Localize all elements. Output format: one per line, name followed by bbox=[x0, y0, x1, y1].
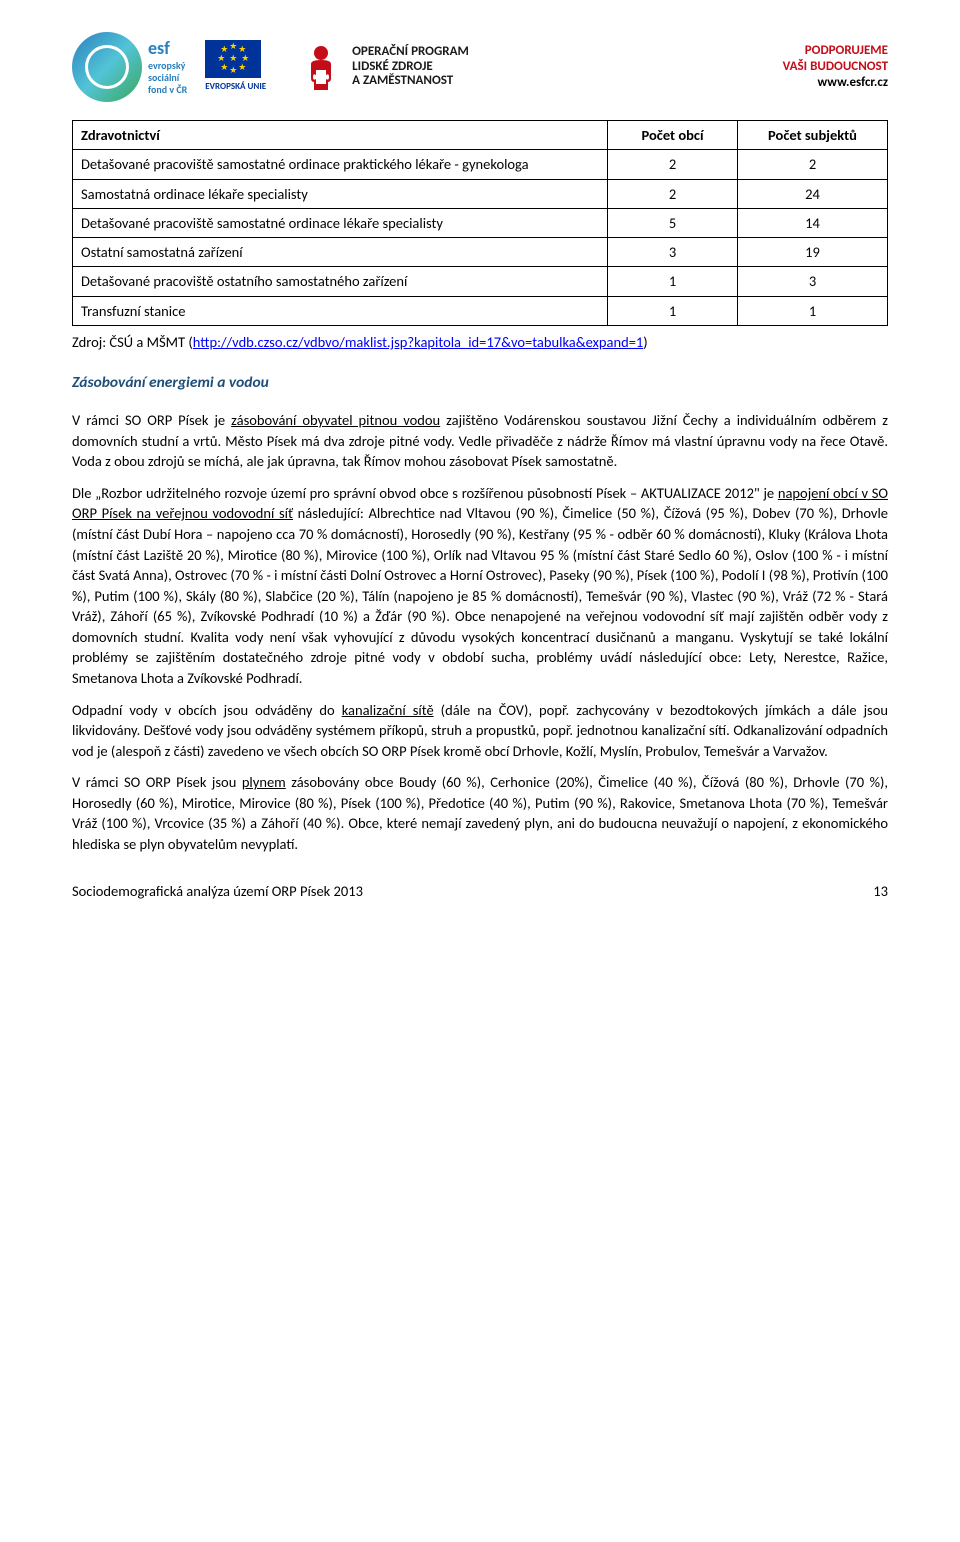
esf-line-2: sociální bbox=[148, 72, 187, 84]
cell: Transfuzní stanice bbox=[73, 296, 608, 325]
cell: 5 bbox=[608, 208, 738, 237]
p2-text-b: následující: Albrechtice nad Vltavou (90… bbox=[72, 504, 888, 687]
cell: 1 bbox=[608, 296, 738, 325]
cell: 1 bbox=[608, 267, 738, 296]
cell: 1 bbox=[738, 296, 888, 325]
cell: Detašované pracoviště samostatné ordinac… bbox=[73, 150, 608, 179]
paragraph-3: Odpadní vody v obcích jsou odváděny do k… bbox=[72, 700, 888, 762]
col-header-0: Zdravotnictví bbox=[73, 121, 608, 150]
table-row: Detašované pracoviště samostatné ordinac… bbox=[73, 150, 888, 179]
cell: 3 bbox=[738, 267, 888, 296]
footer-page-number: 13 bbox=[873, 881, 888, 901]
cell: Detašované pracoviště samostatné ordinac… bbox=[73, 208, 608, 237]
oplzz-text: OPERAČNÍ PROGRAM LIDSKÉ ZDROJE A ZAMĚSTN… bbox=[352, 45, 469, 90]
table-header-row: Zdravotnictví Počet obcí Počet subjektů bbox=[73, 121, 888, 150]
paragraph-2: Dle „Rozbor udržitelného rozvoje území p… bbox=[72, 483, 888, 689]
oplzz-line-3: A ZAMĚSTNANOST bbox=[352, 74, 469, 89]
p3-text-a: Odpadní vody v obcích jsou odváděny do bbox=[72, 701, 342, 719]
esf-line-1: evropský bbox=[148, 60, 187, 72]
footer-title: Sociodemografická analýza území ORP Píse… bbox=[72, 881, 363, 901]
p4-underline: plynem bbox=[242, 773, 286, 791]
table-row: Detašované pracoviště ostatního samostat… bbox=[73, 267, 888, 296]
table-row: Transfuzní stanice 1 1 bbox=[73, 296, 888, 325]
cell: 3 bbox=[608, 238, 738, 267]
p3-underline: kanalizační sítě bbox=[342, 701, 434, 719]
cell: 2 bbox=[608, 150, 738, 179]
esf-text: esf evropský sociální fond v ČR bbox=[148, 38, 187, 96]
table-row: Ostatní samostatná zařízení 3 19 bbox=[73, 238, 888, 267]
esf-logo-icon bbox=[72, 32, 142, 102]
health-table: Zdravotnictví Počet obcí Počet subjektů … bbox=[72, 120, 888, 326]
support-block: PODPORUJEME VAŠI BUDOUCNOST www.esfcr.cz bbox=[783, 43, 888, 92]
source-prefix: Zdroj: ČSÚ a MŠMT ( bbox=[72, 333, 193, 351]
support-line-1: PODPORUJEME bbox=[783, 43, 888, 59]
section-title-energy-water: Zásobování energiemi a vodou bbox=[72, 372, 888, 394]
col-header-2: Počet subjektů bbox=[738, 121, 888, 150]
p1-underline: zásobování obyvatel pitnou vodou bbox=[231, 411, 440, 429]
p2-text-a: Dle „Rozbor udržitelného rozvoje území p… bbox=[72, 484, 778, 502]
paragraph-4: V rámci SO ORP Písek jsou plynem zásobov… bbox=[72, 772, 888, 854]
table-body: Detašované pracoviště samostatné ordinac… bbox=[73, 150, 888, 326]
table-row: Samostatná ordinace lékaře specialisty 2… bbox=[73, 179, 888, 208]
cell: Detašované pracoviště ostatního samostat… bbox=[73, 267, 608, 296]
cell: Samostatná ordinace lékaře specialisty bbox=[73, 179, 608, 208]
eu-logo-block: EVROPSKÁ UNIE bbox=[205, 40, 266, 94]
table-row: Detašované pracoviště samostatné ordinac… bbox=[73, 208, 888, 237]
cell: 14 bbox=[738, 208, 888, 237]
cell: 24 bbox=[738, 179, 888, 208]
paragraph-1: V rámci SO ORP Písek je zásobování obyva… bbox=[72, 410, 888, 472]
esf-big-label: esf bbox=[148, 38, 187, 60]
esf-line-3: fond v ČR bbox=[148, 84, 187, 96]
oplzz-logo-block: OPERAČNÍ PROGRAM LIDSKÉ ZDROJE A ZAMĚSTN… bbox=[296, 42, 469, 92]
support-line-2: VAŠI BUDOUCNOST bbox=[783, 59, 888, 75]
header-logo-strip: esf evropský sociální fond v ČR EVROPSKÁ… bbox=[72, 32, 888, 102]
p4-text-a: V rámci SO ORP Písek jsou bbox=[72, 773, 242, 791]
support-url: www.esfcr.cz bbox=[783, 75, 888, 91]
cell: 2 bbox=[738, 150, 888, 179]
person-puzzle-icon bbox=[296, 42, 346, 92]
cell: 2 bbox=[608, 179, 738, 208]
page-footer: Sociodemografická analýza území ORP Píse… bbox=[72, 881, 888, 901]
col-header-1: Počet obcí bbox=[608, 121, 738, 150]
eu-label: EVROPSKÁ UNIE bbox=[205, 81, 266, 94]
esf-logo-block: esf evropský sociální fond v ČR bbox=[72, 32, 187, 102]
source-link[interactable]: http://vdb.czso.cz/vdbvo/maklist.jsp?kap… bbox=[193, 333, 643, 351]
p1-text-a: V rámci SO ORP Písek je bbox=[72, 411, 231, 429]
source-suffix: ) bbox=[643, 333, 647, 351]
cell: 19 bbox=[738, 238, 888, 267]
table-source-line: Zdroj: ČSÚ a MŠMT (http://vdb.czso.cz/vd… bbox=[72, 332, 888, 352]
cell: Ostatní samostatná zařízení bbox=[73, 238, 608, 267]
eu-flag-icon bbox=[205, 40, 261, 78]
oplzz-line-1: OPERAČNÍ PROGRAM bbox=[352, 45, 469, 60]
